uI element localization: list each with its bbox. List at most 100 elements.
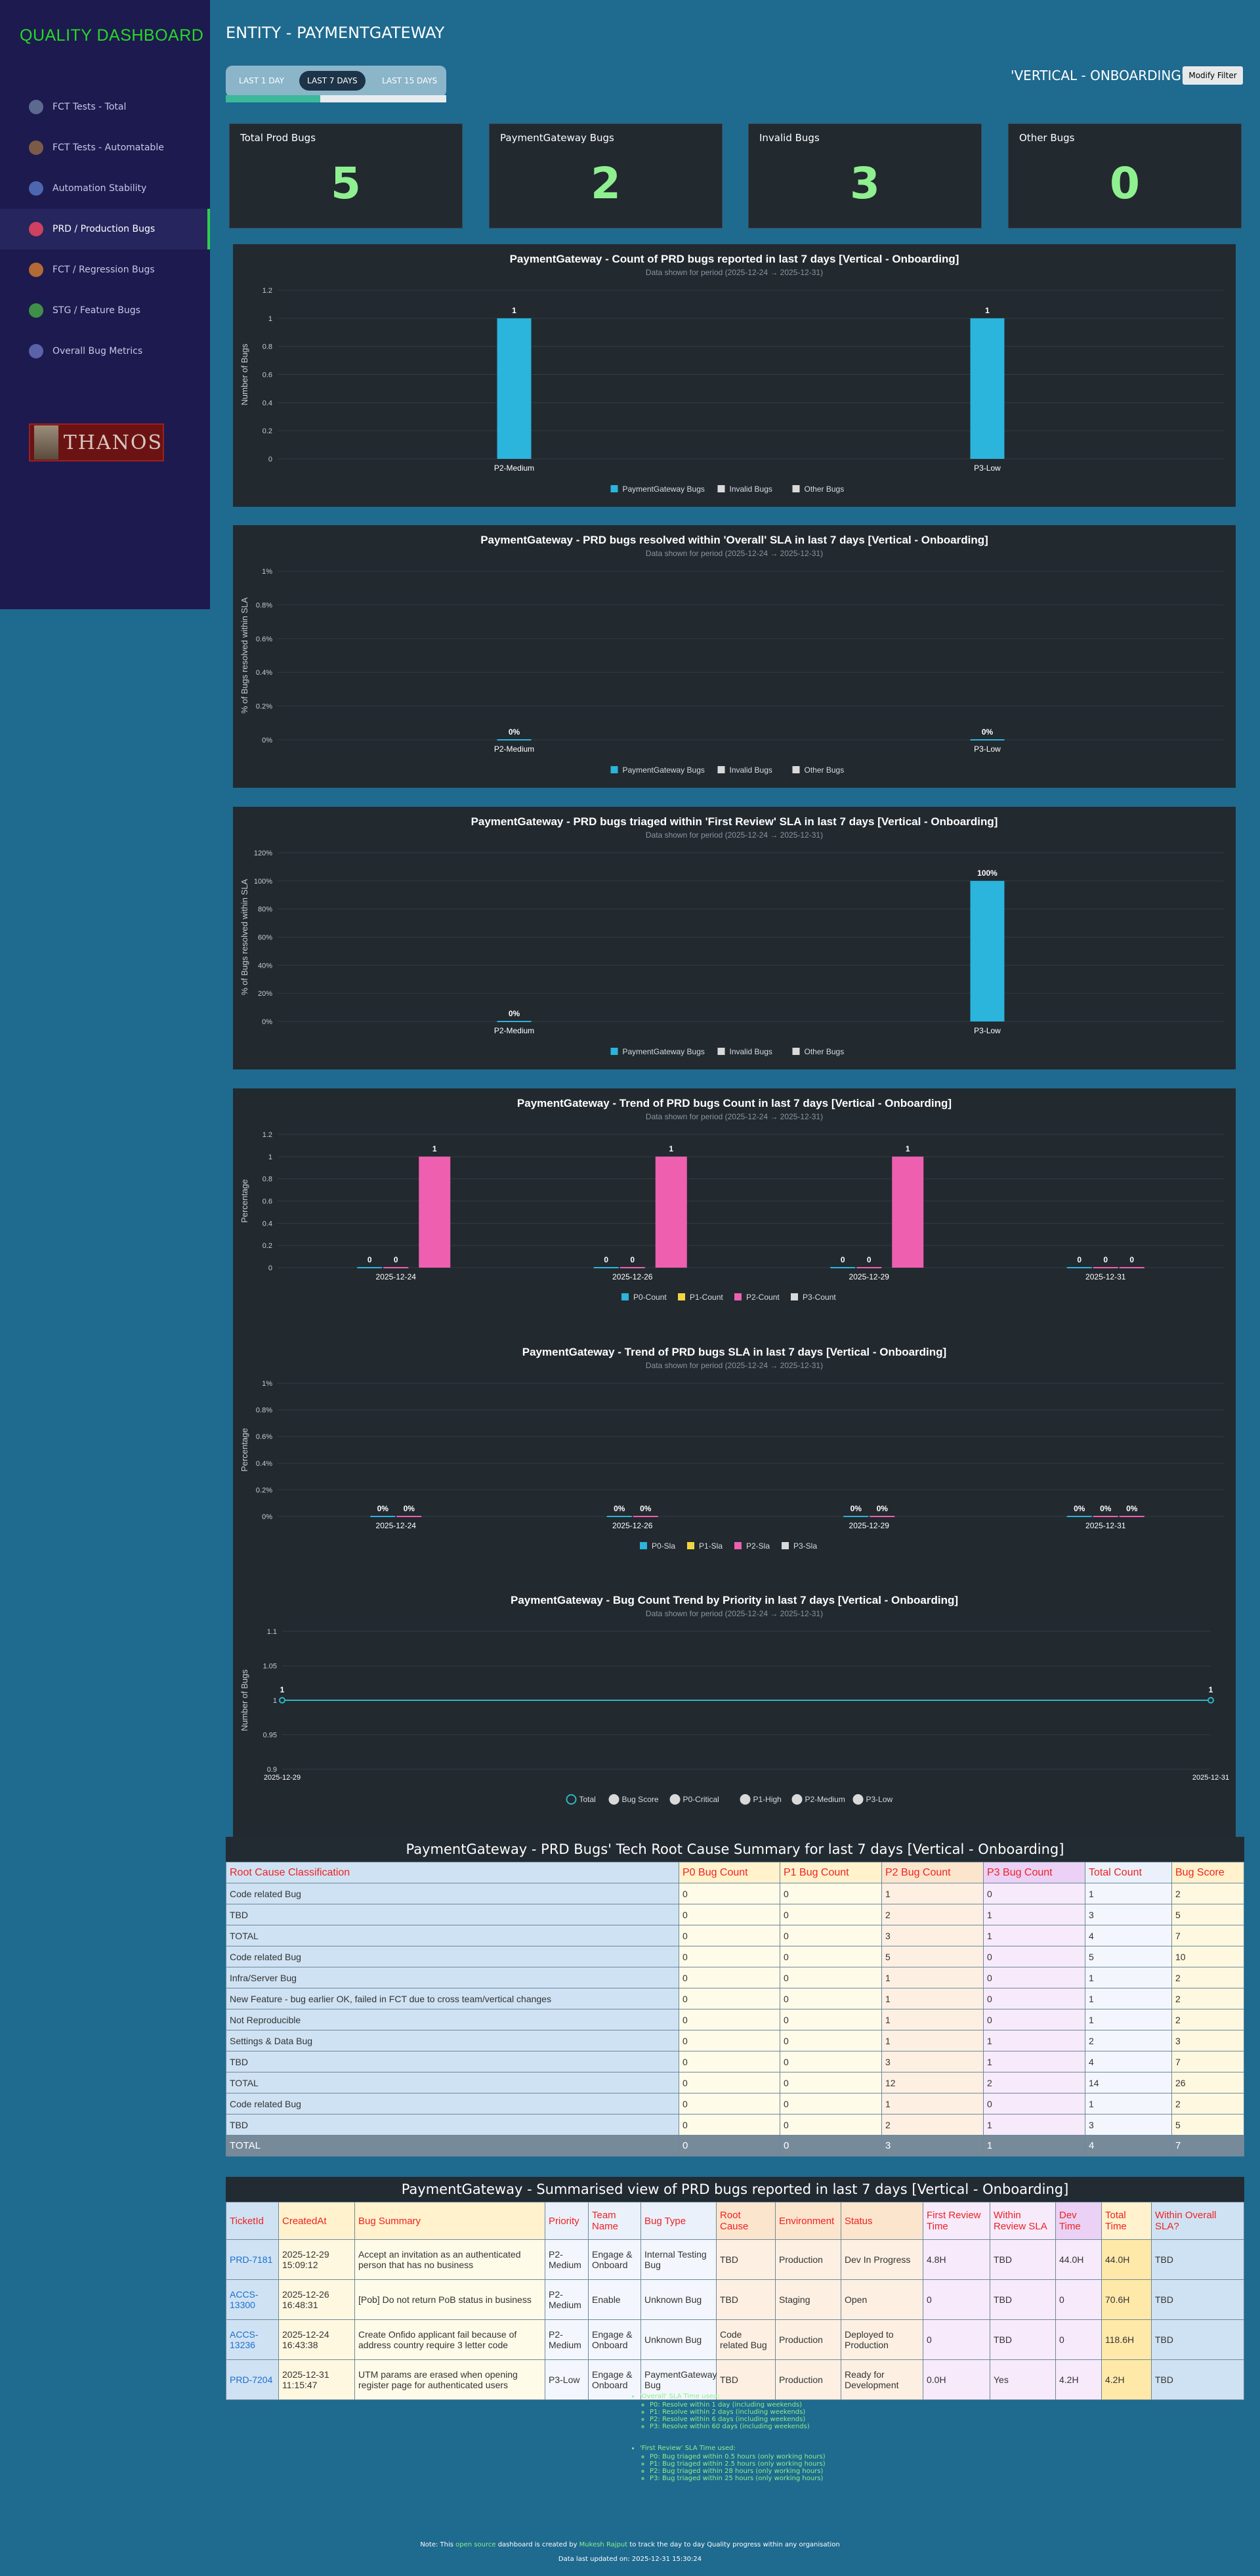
table-cell: Code related Bug: [716, 2319, 776, 2360]
legend-marker: [608, 1794, 620, 1805]
sidebar-item-overall-bug-metrics[interactable]: Overall Bug Metrics: [0, 331, 210, 372]
x-tick-label: 2025-12-26: [612, 1272, 653, 1281]
footer-text: Note: This: [420, 2541, 453, 2548]
column-header: Root Cause: [716, 2202, 776, 2240]
sidebar-item-fct-regression-bugs[interactable]: FCT / Regression Bugs: [0, 249, 210, 290]
table-cell: 0: [780, 1988, 882, 2009]
table-cell: Unknown Bug: [640, 2319, 717, 2360]
bar[interactable]: [497, 318, 532, 459]
bar[interactable]: [419, 1156, 451, 1268]
chart-subtitle: Data shown for period (2025-12-24 → 2025…: [646, 1112, 823, 1121]
legend-item: P2-Count: [746, 1293, 780, 1302]
kpi-label: Other Bugs: [1019, 132, 1075, 144]
sidebar-item-fct-tests-automatable[interactable]: FCT Tests - Automatable: [0, 127, 210, 168]
legend-marker: [852, 1794, 864, 1805]
table-cell: 0: [679, 2030, 780, 2051]
y-tick-label: 0.9: [267, 1766, 277, 1774]
kpi-value: 0: [1110, 158, 1140, 209]
sidebar-item-label: FCT / Regression Bugs: [52, 265, 155, 275]
legend-item: Other Bugs: [805, 484, 845, 494]
data-point[interactable]: [1208, 1697, 1214, 1704]
summary-table-title: PaymentGateway - Summarised view of PRD …: [226, 2177, 1244, 2202]
table-cell: TBD: [1151, 2319, 1244, 2360]
bar[interactable]: [970, 880, 1005, 1021]
table-cell: 3: [1085, 1904, 1172, 1925]
ticket-link[interactable]: PRD-7204: [226, 2359, 279, 2400]
y-tick-label: 0%: [262, 737, 272, 744]
table-cell: 2: [881, 1904, 984, 1925]
y-axis-label: Number of Bugs: [240, 343, 249, 405]
table-cell: 4: [1085, 2135, 1172, 2157]
range-progress-fill: [226, 95, 321, 102]
ticket-link[interactable]: ACCS-13236: [226, 2319, 279, 2360]
legend-marker: [610, 766, 618, 773]
table-cell: 0: [983, 1946, 1085, 1967]
table-cell: P2-Medium: [545, 2279, 589, 2320]
table-cell: 0: [679, 2093, 780, 2114]
data-label: 0%: [640, 1504, 652, 1513]
table-row: PRD-7204 2025-12-31 11:15:47 UTM params ar…: [226, 2359, 1244, 2400]
table-cell: 12: [881, 2072, 984, 2093]
sidebar-item-automation-stability[interactable]: Automation Stability: [0, 168, 210, 209]
modify-filter-button[interactable]: Modify Filter: [1183, 66, 1243, 85]
sla-note-item: P1: Resolve within 2 days (including wee…: [650, 2409, 826, 2416]
table-cell: TBD: [990, 2319, 1056, 2360]
tab-last-7-days[interactable]: LAST 7 DAYS: [299, 71, 366, 91]
table-cell: 0: [1055, 2319, 1102, 2360]
table-cell: 0: [780, 1925, 882, 1946]
table-cell: 0: [983, 2009, 1085, 2030]
table-cell: 0: [923, 2279, 990, 2320]
prd-bug-icon: [29, 222, 43, 236]
bar[interactable]: [655, 1156, 687, 1268]
table-cell: Open: [841, 2279, 923, 2320]
x-tick-label: 2025-12-24: [376, 1521, 417, 1530]
column-header: Status: [841, 2202, 923, 2240]
x-tick-label: 2025-12-24: [376, 1272, 417, 1281]
table-cell: 3: [881, 1925, 984, 1946]
y-tick-label: 0.8%: [256, 1407, 272, 1415]
footer-text: dashboard is created by: [497, 2541, 578, 2548]
sla-note-item: P3: Bug triaged within 25 hours (only wo…: [650, 2475, 826, 2482]
open-source-link[interactable]: open source: [455, 2541, 496, 2548]
y-tick-label: 60%: [258, 934, 272, 942]
table-cell: TBD: [990, 2279, 1056, 2320]
kpi-label: Invalid Bugs: [759, 132, 820, 144]
table-cell: 0: [983, 1883, 1085, 1904]
tab-last-1-day[interactable]: LAST 1 DAY: [239, 76, 285, 85]
bar[interactable]: [892, 1156, 924, 1268]
sla-notes: 'Overall' SLA Time used: P0: Resolve wit…: [630, 2393, 826, 2482]
bar[interactable]: [970, 318, 1005, 459]
column-header: Within Overall SLA?: [1151, 2202, 1244, 2240]
table-cell: 4: [1085, 1925, 1172, 1946]
legend-marker: [782, 1542, 789, 1549]
data-updated: Data last updated on: 2025-12-31 15:30:2…: [558, 2556, 702, 2563]
y-tick-label: 1: [268, 1153, 272, 1161]
ticket-link[interactable]: PRD-7181: [226, 2239, 279, 2280]
table-cell: 0: [679, 2072, 780, 2093]
table-cell: 0: [923, 2319, 990, 2360]
sidebar-item-fct-tests-total[interactable]: FCT Tests - Total: [0, 87, 210, 127]
table-row: ACCS-13300 2025-12-26 16:48:31 [Pob] Do no…: [226, 2279, 1244, 2320]
table-cell: 0: [780, 2114, 882, 2136]
table-cell: 1: [1085, 1967, 1172, 1988]
metrics-icon: [29, 344, 43, 358]
data-point[interactable]: [279, 1697, 285, 1704]
y-tick-label: 0.95: [263, 1732, 277, 1740]
table-cell: [Pob] Do not return PoB status in busine…: [354, 2279, 545, 2320]
legend-item: Invalid Bugs: [730, 484, 772, 494]
data-label: 0: [841, 1255, 845, 1264]
table-total-row: TOTAL 0 0 3 1 4 7: [226, 2135, 1244, 2157]
chart-trend-sla: PaymentGateway - Trend of PRD bugs SLA i…: [233, 1337, 1236, 1600]
sidebar-item-prd-production-bugs[interactable]: PRD / Production Bugs: [0, 209, 210, 249]
x-tick-label: 2025-12-29: [264, 1774, 301, 1782]
author-link[interactable]: Mukesh Rajput: [579, 2541, 628, 2548]
brand-title[interactable]: QUALITY DASHBOARD: [20, 26, 204, 45]
sidebar-item-stg-feature-bugs[interactable]: STG / Feature Bugs: [0, 290, 210, 331]
ticket-link[interactable]: ACCS-13300: [226, 2279, 279, 2320]
table-cell: 26: [1171, 2072, 1244, 2093]
table-cell: 0: [780, 2030, 882, 2051]
sidebar-item-label: FCT Tests - Total: [52, 102, 127, 112]
overall-sla-title: 'Overall' SLA Time used:: [640, 2393, 720, 2400]
y-tick-label: 0.2: [262, 1242, 272, 1250]
tab-last-15-days[interactable]: LAST 15 DAYS: [382, 76, 438, 85]
